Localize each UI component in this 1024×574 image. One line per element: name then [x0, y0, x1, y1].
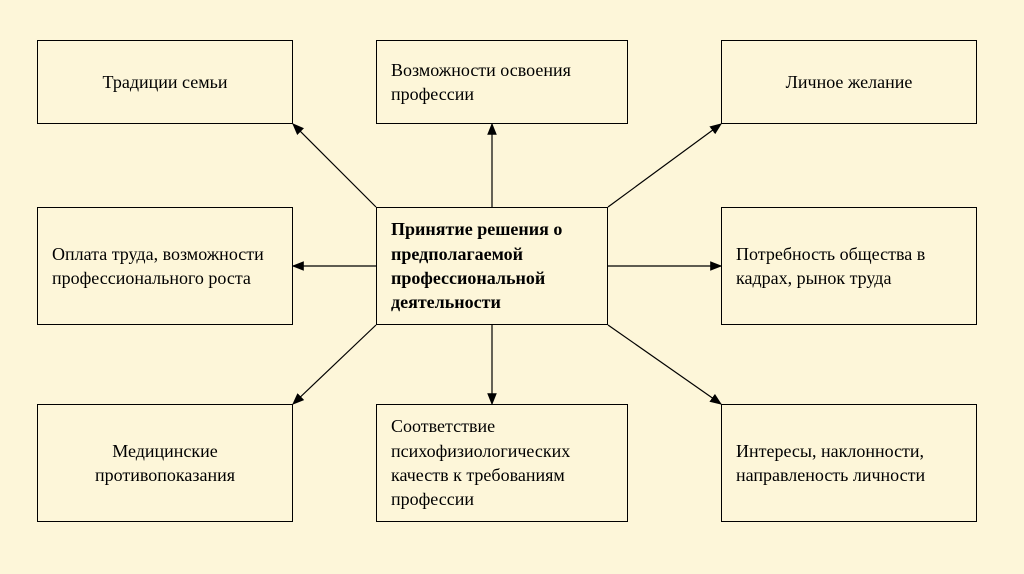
edge-top-right: [608, 124, 721, 207]
diagram-container: Принятие решения о предполагаемой профес…: [0, 0, 1024, 574]
node-top-left: Традиции семьи: [37, 40, 293, 124]
edge-bot-right: [608, 325, 721, 404]
center-node: Принятие решения о предполагаемой профес…: [376, 207, 608, 325]
node-top-right: Личное желание: [721, 40, 977, 124]
edge-bot-left: [293, 325, 376, 404]
node-bot-center: Соответствие психофизиологических качест…: [376, 404, 628, 522]
node-top-center: Возможности освоения профессии: [376, 40, 628, 124]
node-bot-right: Интересы, наклонности, направленость лич…: [721, 404, 977, 522]
node-mid-left: Оплата труда, возможности профессиональн…: [37, 207, 293, 325]
node-mid-right: Потребность общества в кадрах, рынок тру…: [721, 207, 977, 325]
edge-top-left: [293, 124, 376, 207]
node-bot-left: Медицинские противопоказания: [37, 404, 293, 522]
